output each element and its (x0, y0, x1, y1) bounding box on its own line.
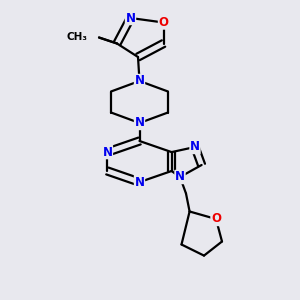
Text: N: N (134, 116, 145, 130)
Text: N: N (175, 170, 185, 184)
Text: O: O (158, 16, 169, 29)
Text: N: N (134, 176, 145, 189)
Text: N: N (190, 140, 200, 154)
Text: N: N (102, 146, 112, 159)
Text: CH₃: CH₃ (66, 32, 87, 43)
Text: O: O (211, 212, 221, 226)
Text: N: N (134, 74, 145, 88)
Text: N: N (125, 11, 136, 25)
